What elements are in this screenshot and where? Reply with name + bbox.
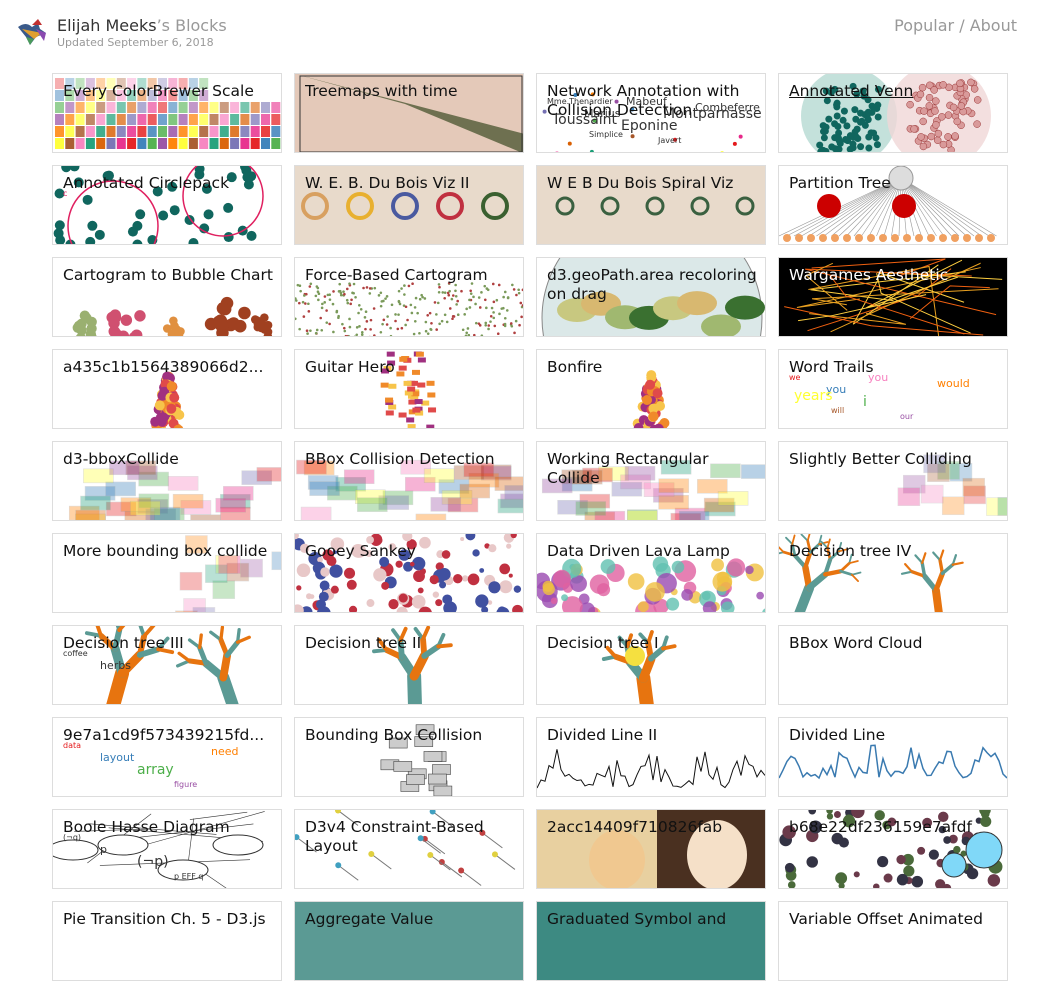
block-tile[interactable]: Wargames Aesthetic	[778, 257, 1008, 337]
svg-text:would: would	[937, 377, 970, 390]
block-title[interactable]: Force-Based Cartogram	[305, 266, 515, 285]
block-tile[interactable]: Aggregate Value	[294, 901, 524, 981]
block-title[interactable]: b68e22df236159e7afdf	[789, 818, 999, 837]
block-tile[interactable]: Decision tree IV	[778, 533, 1008, 613]
svg-text:herbs: herbs	[100, 659, 131, 672]
block-title[interactable]: d3-bboxCollide	[63, 450, 273, 469]
user-name[interactable]: Elijah Meeks’s Blocks	[57, 16, 227, 35]
svg-text:years: years	[794, 388, 833, 404]
block-tile[interactable]: Divided Line	[778, 717, 1008, 797]
updated-date: Updated September 6, 2018	[57, 36, 214, 49]
about-link[interactable]: About	[970, 16, 1017, 35]
block-title[interactable]: Bonfire	[547, 358, 757, 377]
block-title[interactable]: Decision tree II	[305, 634, 515, 653]
block-tile[interactable]: Bounding Box Collision	[294, 717, 524, 797]
svg-text:p: p	[100, 843, 107, 856]
block-title[interactable]: Word Trails	[789, 358, 999, 377]
block-tile[interactable]: Data Driven Lava Lamp	[536, 533, 766, 613]
block-title[interactable]: 9e7a1cd9f573439215fd...	[63, 726, 273, 745]
block-tile[interactable]: d3.geoPath.area recoloring on drag	[536, 257, 766, 337]
block-tile[interactable]: b68e22df236159e7afdf	[778, 809, 1008, 889]
block-tile[interactable]: W E B Du Bois Spiral Viz	[536, 165, 766, 245]
block-tile[interactable]: Treemaps with time	[294, 73, 524, 153]
svg-text:our: our	[900, 412, 914, 421]
block-title[interactable]: Guitar Hero	[305, 358, 515, 377]
avatar[interactable]	[16, 15, 50, 47]
block-tile[interactable]: Decision tree II	[294, 625, 524, 705]
svg-text:layout: layout	[100, 751, 135, 764]
nav-separator: /	[954, 16, 970, 35]
block-tile[interactable]: Every ColorBrewer Scale	[52, 73, 282, 153]
block-tile[interactable]: Decision tree I	[536, 625, 766, 705]
block-title[interactable]: Treemaps with time	[305, 82, 515, 101]
block-tile[interactable]: BBox Collision Detection	[294, 441, 524, 521]
block-title[interactable]: Decision tree I	[547, 634, 757, 653]
block-title[interactable]: Decision tree III	[63, 634, 273, 653]
popular-link[interactable]: Popular	[894, 16, 954, 35]
svg-text:Simplice: Simplice	[589, 130, 623, 139]
block-title[interactable]: Data Driven Lava Lamp	[547, 542, 757, 561]
block-title[interactable]: Annotated Venn	[789, 82, 999, 101]
block-tile[interactable]: d3-bboxCollide	[52, 441, 282, 521]
block-title[interactable]: Boole Hasse Diagram	[63, 818, 273, 837]
svg-text:will: will	[831, 406, 844, 415]
block-tile[interactable]: Working Rectangular Collide	[536, 441, 766, 521]
block-tile[interactable]: a435c1b1564389066d2...	[52, 349, 282, 429]
block-title[interactable]: Wargames Aesthetic	[789, 266, 999, 285]
block-tile[interactable]: Variable Offset Animated	[778, 901, 1008, 981]
block-title[interactable]: d3.geoPath.area recoloring on drag	[547, 266, 757, 304]
block-tile[interactable]: BBox Word Cloud	[778, 625, 1008, 705]
svg-text:need: need	[211, 745, 239, 758]
block-title[interactable]: Divided Line	[789, 726, 999, 745]
block-title[interactable]: Decision tree IV	[789, 542, 999, 561]
block-title[interactable]: BBox Word Cloud	[789, 634, 999, 653]
block-tile[interactable]: Force-Based Cartogram	[294, 257, 524, 337]
block-title[interactable]: More bounding box collide	[63, 542, 273, 561]
svg-text:Javert: Javert	[657, 136, 681, 145]
svg-text:array: array	[137, 762, 174, 778]
block-tile[interactable]: D3v4 Constraint-Based Layout	[294, 809, 524, 889]
block-title[interactable]: Working Rectangular Collide	[547, 450, 757, 488]
top-nav: Popular / About	[894, 16, 1017, 35]
block-tile[interactable]: Divided Line II	[536, 717, 766, 797]
block-tile[interactable]: Gooey Sankey	[294, 533, 524, 613]
block-tile[interactable]: Pie Transition Ch. 5 - D3.js	[52, 901, 282, 981]
page-header: Elijah Meeks’s Blocks Updated September …	[0, 0, 1058, 60]
block-tile[interactable]: 2acc14409f710826fab	[536, 809, 766, 889]
block-tile[interactable]: Guitar Hero	[294, 349, 524, 429]
svg-text:i: i	[863, 394, 867, 410]
svg-text:p EFF q: p EFF q	[174, 872, 204, 881]
block-title[interactable]: a435c1b1564389066d2...	[63, 358, 273, 377]
block-title[interactable]: Slightly Better Colliding	[789, 450, 999, 469]
block-tile[interactable]: More bounding box collide	[52, 533, 282, 613]
block-tile[interactable]: W. E. B. Du Bois Viz II	[294, 165, 524, 245]
block-tile[interactable]: Graduated Symbol and	[536, 901, 766, 981]
block-title[interactable]: Bounding Box Collision	[305, 726, 515, 745]
svg-text:figure: figure	[174, 780, 197, 789]
block-title[interactable]: Partition Tree	[789, 174, 999, 193]
block-tile[interactable]: Annotated Venn	[778, 73, 1008, 153]
block-tile[interactable]: Slightly Better Colliding	[778, 441, 1008, 521]
block-title[interactable]: Every ColorBrewer Scale	[63, 82, 273, 101]
block-tile[interactable]: Bonfire	[536, 349, 766, 429]
block-title[interactable]: Divided Line II	[547, 726, 757, 745]
block-title[interactable]: 2acc14409f710826fab	[547, 818, 757, 837]
svg-text:(¬p): (¬p)	[137, 854, 169, 870]
block-title[interactable]: Cartogram to Bubble Chart	[63, 266, 273, 285]
block-title[interactable]: D3v4 Constraint-Based Layout	[305, 818, 515, 856]
block-title[interactable]: BBox Collision Detection	[305, 450, 515, 469]
block-tile[interactable]: Partition Tree	[778, 165, 1008, 245]
block-tile[interactable]: Cartogram to Bubble Chart	[52, 257, 282, 337]
block-title[interactable]: W E B Du Bois Spiral Viz	[547, 174, 757, 193]
block-title[interactable]: Gooey Sankey	[305, 542, 515, 561]
block-title[interactable]: W. E. B. Du Bois Viz II	[305, 174, 515, 193]
block-title[interactable]: Network Annotation with Collision Detect…	[547, 82, 757, 120]
block-title[interactable]: Annotated Circlepack	[63, 174, 273, 193]
